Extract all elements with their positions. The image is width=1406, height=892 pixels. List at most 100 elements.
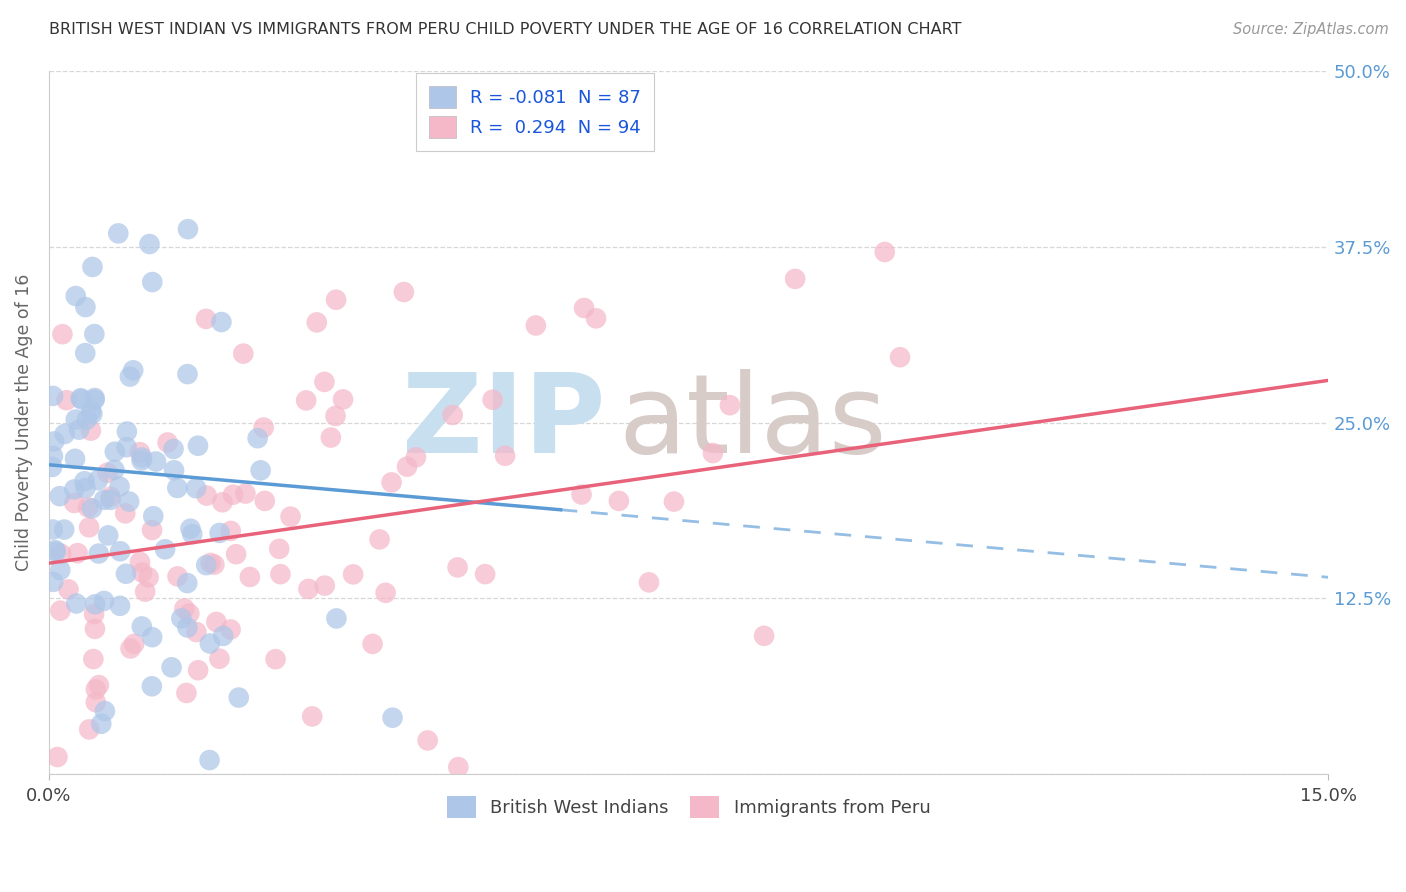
Point bbox=[115, 440, 138, 454]
Point bbox=[166, 569, 188, 583]
Point bbox=[75, 481, 97, 495]
Point bbox=[63, 496, 86, 510]
Point bbox=[145, 454, 167, 468]
Point bbox=[76, 412, 98, 426]
Point bbox=[65, 289, 87, 303]
Point bbox=[141, 275, 163, 289]
Point bbox=[246, 431, 269, 445]
Point bbox=[49, 604, 72, 618]
Point bbox=[752, 629, 775, 643]
Point bbox=[96, 466, 118, 480]
Point bbox=[184, 481, 207, 495]
Point bbox=[170, 611, 193, 625]
Point bbox=[63, 451, 86, 466]
Point bbox=[176, 620, 198, 634]
Point bbox=[702, 446, 724, 460]
Point bbox=[108, 544, 131, 558]
Point bbox=[572, 301, 595, 315]
Point bbox=[195, 558, 218, 573]
Point bbox=[342, 567, 364, 582]
Point bbox=[42, 449, 65, 463]
Point bbox=[128, 445, 150, 459]
Point bbox=[49, 563, 72, 577]
Point bbox=[205, 615, 228, 629]
Point bbox=[84, 695, 107, 709]
Point bbox=[163, 463, 186, 477]
Point bbox=[122, 363, 145, 377]
Point bbox=[280, 509, 302, 524]
Point bbox=[129, 555, 152, 569]
Point bbox=[297, 582, 319, 596]
Point bbox=[585, 311, 607, 326]
Point bbox=[156, 435, 179, 450]
Point bbox=[209, 315, 232, 329]
Point bbox=[87, 473, 110, 487]
Point bbox=[208, 651, 231, 665]
Point bbox=[82, 652, 104, 666]
Point bbox=[181, 527, 204, 541]
Point bbox=[94, 704, 117, 718]
Point bbox=[380, 475, 402, 490]
Point bbox=[82, 407, 104, 421]
Point bbox=[607, 494, 630, 508]
Point bbox=[446, 560, 468, 574]
Point bbox=[186, 625, 208, 640]
Point bbox=[80, 424, 103, 438]
Point bbox=[115, 566, 138, 581]
Point bbox=[70, 392, 93, 407]
Point bbox=[225, 547, 247, 561]
Legend: British West Indians, Immigrants from Peru: British West Indians, Immigrants from Pe… bbox=[440, 789, 938, 825]
Point bbox=[118, 494, 141, 508]
Point bbox=[481, 392, 503, 407]
Point bbox=[69, 391, 91, 405]
Point bbox=[269, 541, 291, 556]
Point bbox=[84, 597, 107, 611]
Point bbox=[58, 582, 80, 597]
Point bbox=[141, 630, 163, 644]
Point bbox=[77, 520, 100, 534]
Point bbox=[104, 444, 127, 458]
Point bbox=[325, 409, 347, 423]
Point bbox=[195, 311, 218, 326]
Point bbox=[83, 392, 105, 407]
Point bbox=[65, 412, 87, 426]
Point bbox=[319, 431, 342, 445]
Point bbox=[314, 579, 336, 593]
Point bbox=[219, 623, 242, 637]
Point bbox=[202, 558, 225, 572]
Point bbox=[114, 507, 136, 521]
Point bbox=[131, 453, 153, 467]
Point bbox=[108, 479, 131, 493]
Point bbox=[392, 285, 415, 299]
Text: Source: ZipAtlas.com: Source: ZipAtlas.com bbox=[1233, 22, 1389, 37]
Point bbox=[253, 494, 276, 508]
Point bbox=[253, 420, 276, 434]
Point bbox=[63, 483, 86, 497]
Point bbox=[87, 678, 110, 692]
Point bbox=[200, 556, 222, 570]
Point bbox=[198, 636, 221, 650]
Point bbox=[53, 427, 76, 442]
Point bbox=[176, 686, 198, 700]
Point bbox=[83, 391, 105, 405]
Point bbox=[138, 570, 160, 584]
Point bbox=[176, 576, 198, 591]
Point bbox=[141, 523, 163, 537]
Point bbox=[219, 524, 242, 538]
Point bbox=[131, 619, 153, 633]
Point bbox=[108, 599, 131, 613]
Point bbox=[368, 533, 391, 547]
Point bbox=[441, 408, 464, 422]
Point bbox=[325, 293, 347, 307]
Point bbox=[198, 753, 221, 767]
Point bbox=[80, 404, 103, 418]
Point bbox=[73, 475, 96, 489]
Point bbox=[42, 523, 65, 537]
Text: BRITISH WEST INDIAN VS IMMIGRANTS FROM PERU CHILD POVERTY UNDER THE AGE OF 16 CO: BRITISH WEST INDIAN VS IMMIGRANTS FROM P… bbox=[49, 22, 962, 37]
Point bbox=[235, 486, 257, 500]
Point bbox=[474, 567, 496, 582]
Point bbox=[53, 523, 76, 537]
Point bbox=[134, 584, 156, 599]
Point bbox=[361, 637, 384, 651]
Point bbox=[212, 629, 235, 643]
